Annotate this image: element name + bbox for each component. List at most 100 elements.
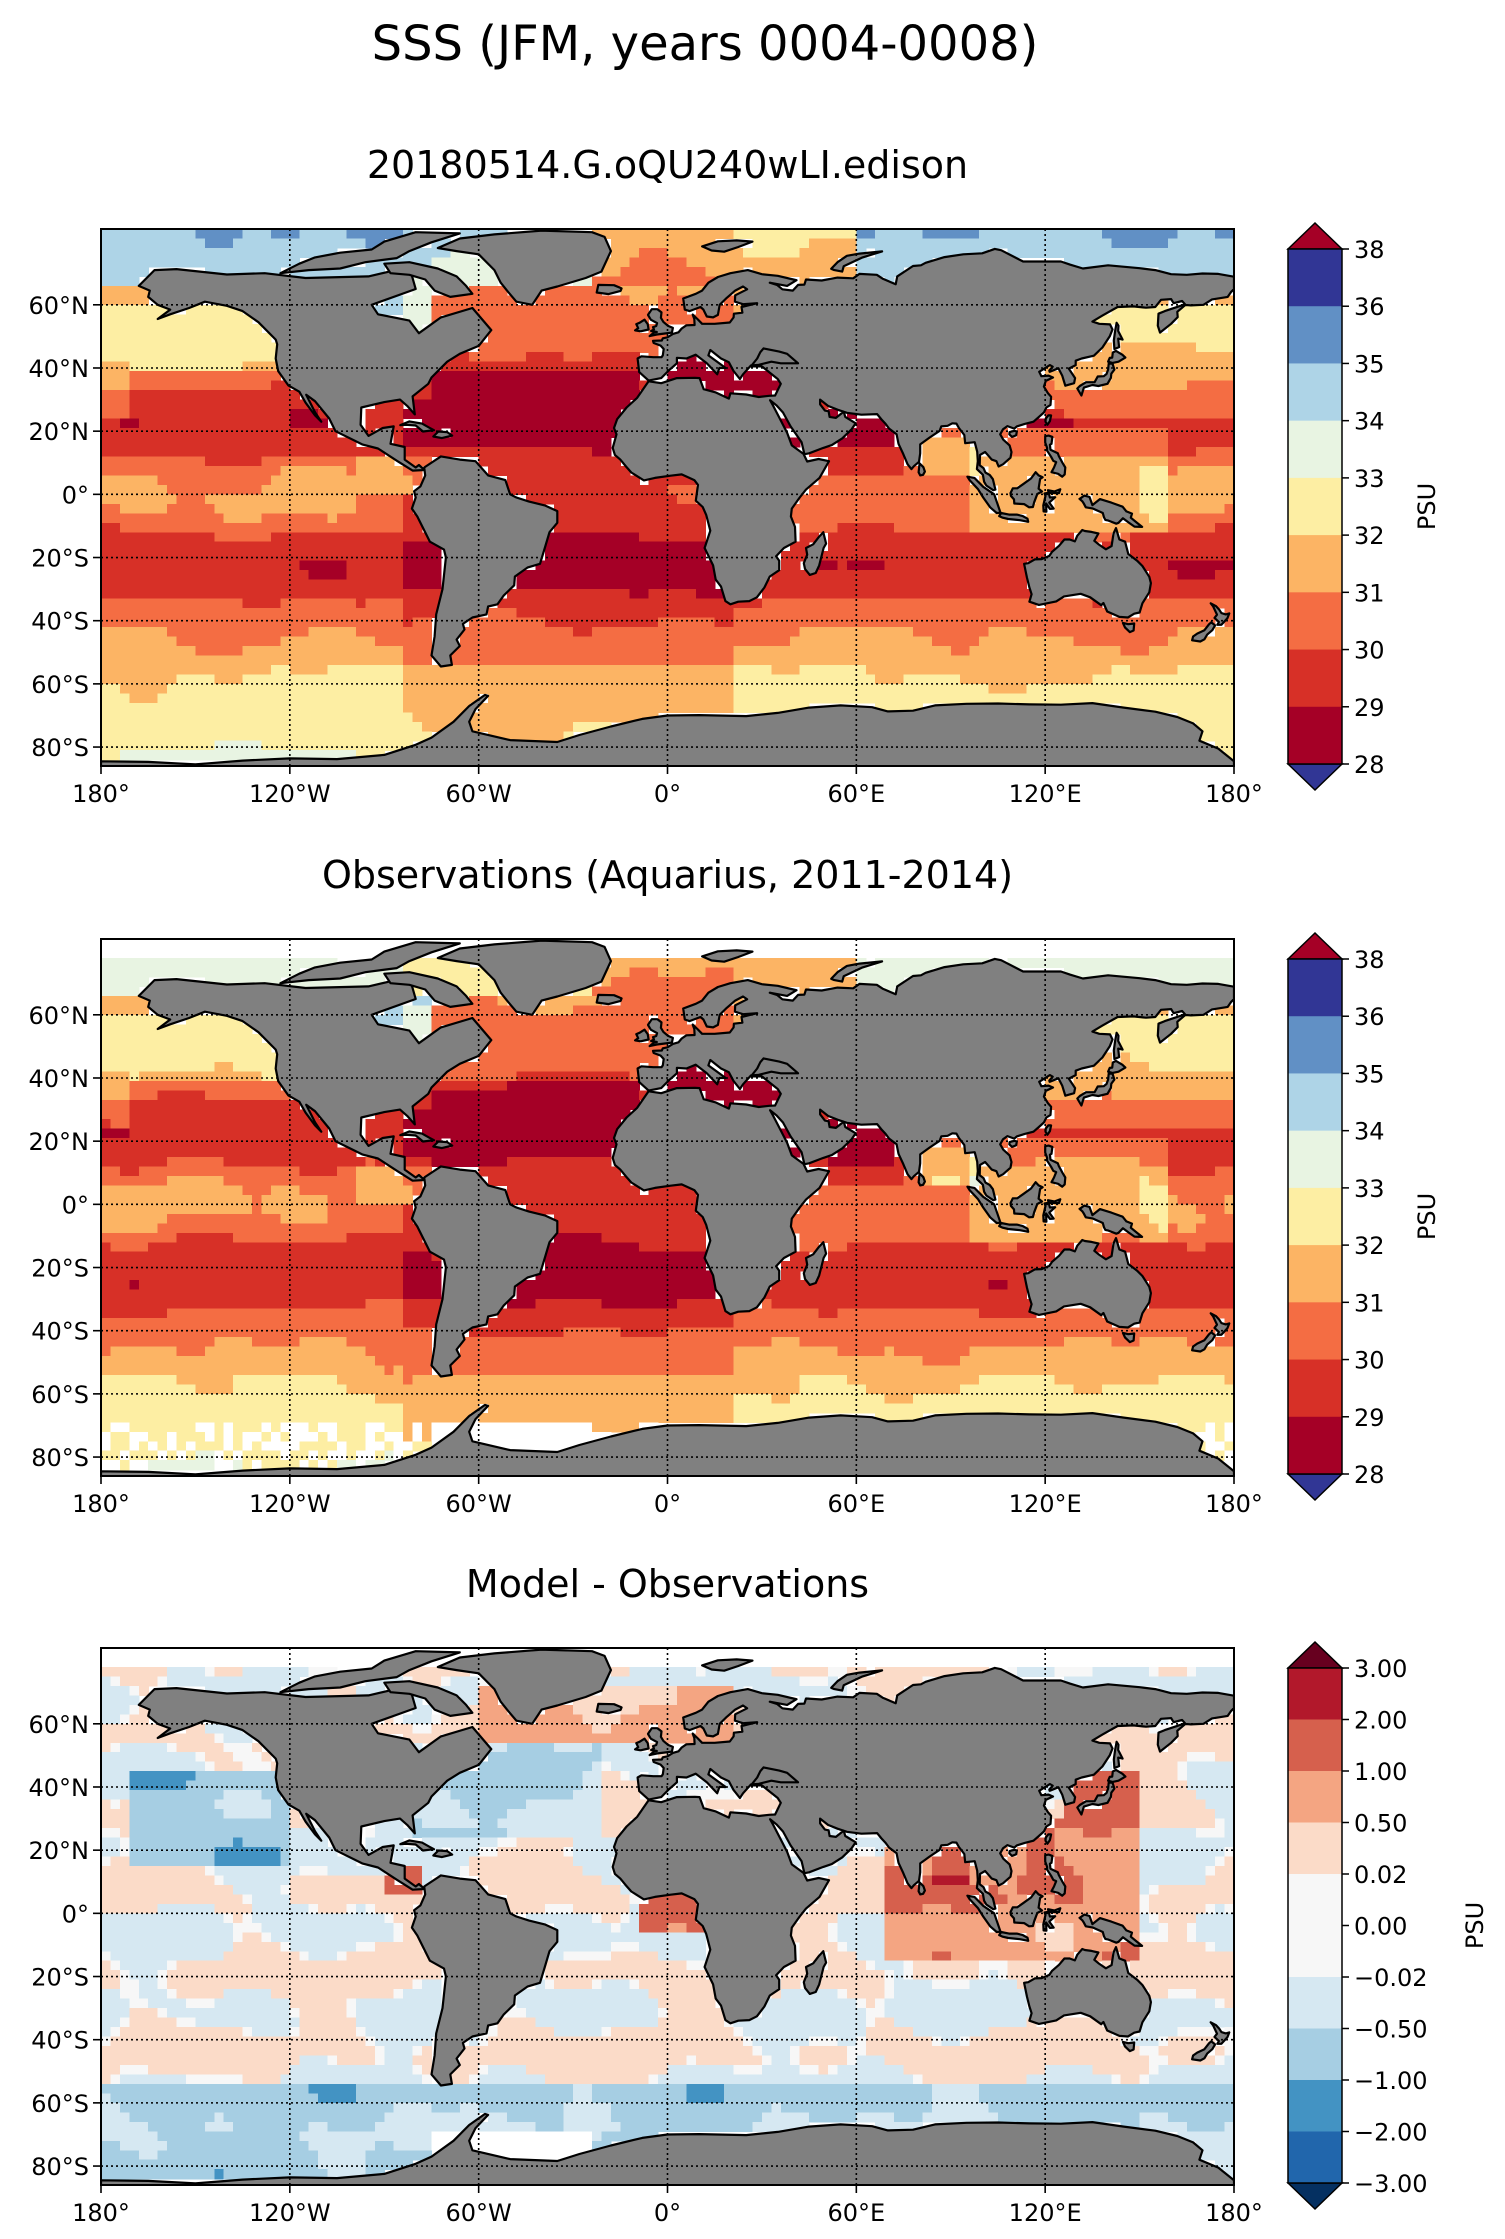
lat-tick-label: 20°S [31,1964,89,1992]
colorbar-extend-max [1288,1642,1342,1668]
colorbar-tick-label: 30 [1354,1347,1385,1375]
lon-tick-label: 60°W [446,780,512,808]
lat-tick-label: 80°S [31,1444,89,1472]
lat-tick-label: 20°N [29,1837,90,1865]
lat-tick-label: 60°N [29,1711,90,1739]
colorbar: 3.002.001.000.500.020.00−0.02−0.50−1.00−… [1288,1642,1489,2209]
colorbar-segment [1288,535,1342,593]
colorbar-segment [1288,1188,1342,1246]
colorbar-tick-label: 32 [1354,1232,1385,1260]
lon-tick-label: 0° [654,780,681,808]
lon-tick-label: 180° [72,780,130,808]
colorbar-tick-label: −1.00 [1354,2067,1428,2095]
colorbar-extend-min [1288,1474,1342,1500]
colorbar-segment [1288,2132,1342,2184]
panel-title: 20180514.G.oQU240wLI.edison [367,143,968,187]
colorbar-tick-label: 34 [1354,1118,1385,1146]
colorbar-segment [1288,592,1342,650]
lon-tick-label: 120°E [1009,780,1082,808]
colorbar-label: PSU [1413,483,1441,530]
land-iceland [597,285,622,294]
map-panel-1: 20180514.G.oQU240wLI.edison60°N40°N20°N0… [29,143,1442,808]
colorbar-segment [1288,421,1342,479]
colorbar-extend-min [1288,2183,1342,2209]
colorbar-tick-label: 36 [1354,1003,1385,1031]
lat-tick-label: 20°N [29,1128,90,1156]
lat-tick-label: 0° [62,481,89,509]
colorbar-extend-max [1288,223,1342,249]
lat-tick-label: 40°N [29,1774,90,1802]
lon-tick-label: 0° [654,2199,681,2227]
lat-tick-label: 80°S [31,2153,89,2181]
lon-tick-label: 60°W [446,1490,512,1518]
colorbar-segment [1288,707,1342,765]
lon-tick-label: 60°E [827,1490,885,1518]
colorbar-segment [1288,478,1342,536]
colorbar-segment [1288,1302,1342,1360]
colorbar-segment [1288,1245,1342,1303]
lat-tick-label: 60°S [31,1381,89,1409]
colorbar-segment [1288,1977,1342,2029]
land-hainan [1009,431,1017,437]
colorbar-tick-label: 28 [1354,1461,1385,1489]
colorbar-tick-label: 33 [1354,465,1385,493]
colorbar-segment [1288,1926,1342,1978]
lon-tick-label: 0° [654,1490,681,1518]
colorbar-tick-label: 36 [1354,293,1385,321]
colorbar-tick-label: 28 [1354,751,1385,779]
lon-tick-label: 120°E [1009,1490,1082,1518]
colorbar-tick-label: −0.02 [1354,1964,1428,1992]
colorbar-tick-label: 31 [1354,579,1385,607]
colorbar-tick-label: −2.00 [1354,2119,1428,2147]
colorbar-segment [1288,1823,1342,1875]
lat-tick-label: 60°N [29,292,90,320]
land-hainan [1009,1850,1017,1856]
colorbar-label: PSU [1461,1902,1489,1949]
land-hispaniola [433,432,452,439]
lon-tick-label: 120°W [249,1490,331,1518]
map-field [101,229,1235,779]
colorbar-segment [1288,363,1342,421]
colorbar-label: PSU [1413,1193,1441,1240]
colorbar-segment [1288,1874,1342,1926]
colorbar-tick-label: 38 [1354,236,1385,264]
lon-tick-label: 180° [72,2199,130,2227]
colorbar-tick-label: 33 [1354,1175,1385,1203]
colorbar-tick-label: 0.00 [1354,1913,1407,1941]
land-hispaniola [433,1851,452,1858]
colorbar-tick-label: 30 [1354,637,1385,665]
lon-tick-label: 60°W [446,2199,512,2227]
colorbar-segment [1288,1668,1342,1720]
map-panel-2: Observations (Aquarius, 2011-2014)60°N40… [29,853,1442,1518]
colorbar-tick-label: 31 [1354,1289,1385,1317]
land-iceland [597,1704,622,1713]
land-hainan [1009,1141,1017,1147]
colorbar-tick-label: 34 [1354,408,1385,436]
lat-tick-label: 40°N [29,1065,90,1093]
map-field [101,1648,1235,2198]
land-iceland [597,995,622,1004]
lat-tick-label: 40°S [31,608,89,636]
lat-tick-label: 20°S [31,545,89,573]
land-hispaniola [433,1142,452,1149]
colorbar-segment [1288,1771,1342,1823]
figure-suptitle: SSS (JFM, years 0004-0008) [372,16,1039,72]
lat-tick-label: 40°S [31,1318,89,1346]
lat-tick-label: 20°N [29,418,90,446]
lat-tick-label: 0° [62,1191,89,1219]
lat-tick-label: 0° [62,1900,89,1928]
colorbar-tick-label: 0.02 [1354,1861,1407,1889]
lat-tick-label: 40°S [31,2027,89,2055]
colorbar-tick-label: 2.00 [1354,1707,1407,1735]
colorbar-segment [1288,1131,1342,1189]
colorbar-tick-label: 3.00 [1354,1655,1407,1683]
colorbar-tick-label: 1.00 [1354,1758,1407,1786]
colorbar-segment [1288,2029,1342,2081]
colorbar-tick-label: 0.50 [1354,1810,1407,1838]
colorbar-segment [1288,306,1342,364]
colorbar-extend-max [1288,933,1342,959]
colorbar-tick-label: −3.00 [1354,2170,1428,2198]
